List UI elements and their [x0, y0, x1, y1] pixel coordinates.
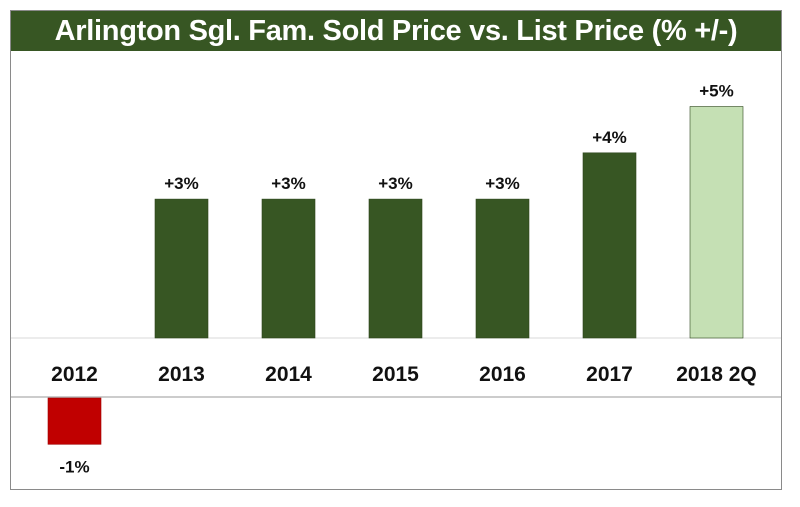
bar-2016 — [475, 198, 530, 339]
category-label-2014: 2014 — [265, 363, 312, 386]
category-label-2012: 2012 — [51, 363, 98, 386]
category-label-2018-2Q: 2018 2Q — [676, 363, 757, 386]
chart-title: Arlington Sgl. Fam. Sold Price vs. List … — [54, 14, 738, 47]
data-label-2016: +3% — [485, 174, 520, 193]
category-label-2017: 2017 — [586, 363, 633, 386]
data-label-2014: +3% — [271, 174, 306, 193]
category-label-2015: 2015 — [372, 363, 419, 386]
data-label-2012: -1% — [59, 457, 89, 476]
chart-frame: Arlington Sgl. Fam. Sold Price vs. List … — [10, 10, 782, 490]
data-label-2015: +3% — [378, 174, 413, 193]
category-label-2013: 2013 — [158, 363, 205, 386]
category-label-2016: 2016 — [479, 363, 526, 386]
bar-chart: -1% 2012 +3% 2013 +3% 2014 +3% 2015 +3% 2016 +4% 20… — [11, 82, 781, 476]
bar-2012 — [47, 397, 102, 445]
data-label-2013: +3% — [164, 174, 199, 193]
data-label-2017: +4% — [592, 128, 627, 147]
bar-2014 — [261, 198, 316, 339]
bar-2018-2Q — [689, 106, 744, 339]
bar-2013 — [154, 198, 209, 339]
data-label-2018-2Q: +5% — [699, 82, 734, 101]
bar-2015 — [368, 198, 423, 339]
chart-title-bar: Arlington Sgl. Fam. Sold Price vs. List … — [11, 11, 781, 51]
bar-2017 — [582, 152, 637, 339]
